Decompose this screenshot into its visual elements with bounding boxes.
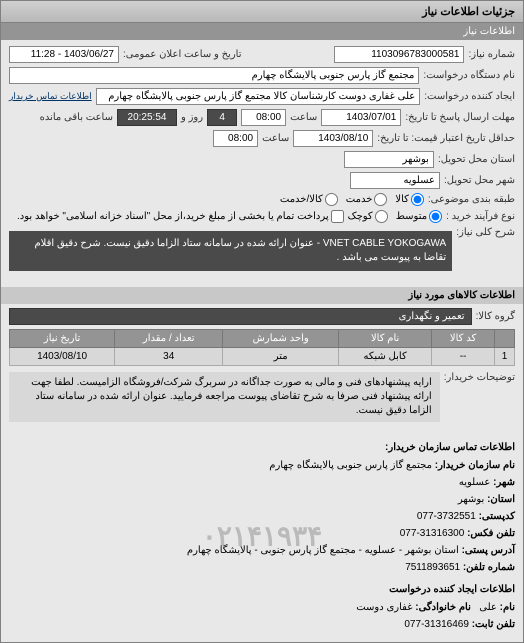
- creator-contact-title: اطلاعات ایجاد کننده درخواست: [9, 582, 515, 598]
- category-label: طبقه بندی موضوعی:: [428, 194, 515, 205]
- contact-fax: تلفن فکس: 31316300-077: [9, 526, 515, 542]
- datetime-label: تاریخ و ساعت اعلان عمومی:: [123, 49, 242, 60]
- org-label: نام دستگاه درخواست:: [423, 70, 515, 81]
- cat-radio-goods[interactable]: کالا: [395, 193, 424, 206]
- category-radios: کالا خدمت کالا/خدمت: [280, 193, 424, 206]
- cell-unit: متر: [223, 348, 339, 366]
- group-label: گروه کالا:: [476, 311, 515, 322]
- col-date: تاریخ نیاز: [10, 330, 115, 348]
- col-code: کد کالا: [432, 330, 495, 348]
- col-idx: [495, 330, 515, 348]
- cat-radio-service[interactable]: خدمت: [346, 193, 388, 206]
- buyer-notes-label: توضیحات خریدار:: [444, 372, 515, 383]
- cell-qty: 34: [115, 348, 223, 366]
- buyer-notes-value: ارایه پیشنهادهای فنی و مالی به صورت جداگ…: [9, 372, 440, 422]
- buytype-label: نوع فرآیند خرید :: [446, 211, 515, 222]
- price-valid-label: حداقل تاریخ اعتبار قیمت: تا تاریخ:: [377, 133, 515, 144]
- goods-table: کد کالا نام کالا واحد شمارش تعداد / مقدا…: [9, 329, 515, 366]
- city-value: عسلویه: [350, 172, 440, 189]
- province-label: استان محل تحویل:: [438, 154, 515, 165]
- buyer-info-link[interactable]: اطلاعات تماس خریدار: [9, 91, 92, 102]
- city-label: شهر محل تحویل:: [444, 175, 515, 186]
- sub-header: اطلاعات نیاز: [1, 23, 523, 40]
- countdown-day-label: روز و: [181, 112, 203, 123]
- buy-radio-medium[interactable]: متوسط: [396, 210, 442, 223]
- col-name: نام کالا: [339, 330, 432, 348]
- price-valid-time-label: ساعت: [262, 133, 289, 144]
- desc-value: VNET CABLE YOKOGAWA - عنوان ارائه شده در…: [9, 231, 452, 271]
- countdown-time: 20:25:54: [117, 109, 177, 126]
- deadline-date: 1403/07/01: [321, 109, 401, 126]
- datetime-value: 1403/06/27 - 11:28: [9, 46, 119, 63]
- countdown-days: 4: [207, 109, 237, 126]
- creator-label: ایجاد کننده درخواست:: [424, 91, 515, 102]
- cell-date: 1403/08/10: [10, 348, 115, 366]
- creator-phone: تلفن ثابت: 31316469-077: [9, 617, 515, 633]
- cell-name: کابل شبکه: [339, 348, 432, 366]
- contact-province: استان: بوشهر: [9, 492, 515, 508]
- cell-code: --: [432, 348, 495, 366]
- contact-org: نام سازمان خریدار: مجتمع گاز پارس جنوبی …: [9, 458, 515, 474]
- form-body: شماره نیاز: 1103096783000581 تاریخ و ساع…: [1, 40, 523, 281]
- cat-radio-both[interactable]: کالا/خدمت: [280, 193, 338, 206]
- col-qty: تعداد / مقدار: [115, 330, 223, 348]
- group-value: تعمیر و نگهداری: [9, 308, 472, 325]
- req-no-label: شماره نیاز:: [468, 49, 515, 60]
- contact-postal: کدپستی: 3732551-077: [9, 509, 515, 525]
- panel-title: جزئیات اطلاعات نیاز: [1, 1, 523, 23]
- contact-phone: شماره تلفن: 7511893651: [9, 560, 515, 576]
- goods-section-title: اطلاعات کالاهای مورد نیاز: [1, 287, 523, 304]
- pay-checkbox[interactable]: پرداخت تمام یا بخشی از مبلغ خرید،از محل …: [17, 210, 344, 223]
- org-value: مجتمع گاز پارس جنوبی پالایشگاه چهارم: [9, 67, 419, 84]
- details-panel: جزئیات اطلاعات نیاز اطلاعات نیاز شماره ن…: [0, 0, 524, 643]
- deadline-label: مهلت ارسال پاسخ تا تاریخ:: [405, 112, 515, 123]
- contact-addr: آدرس پستی: استان بوشهر - عسلویه - مجتمع …: [9, 543, 515, 559]
- cell-idx: 1: [495, 348, 515, 366]
- req-no-value: 1103096783000581: [334, 46, 464, 63]
- buy-radio-small[interactable]: کوچک: [348, 210, 388, 223]
- table-row: 1 -- کابل شبکه متر 34 1403/08/10: [10, 348, 515, 366]
- countdown-suffix: ساعت باقی مانده: [40, 112, 113, 123]
- table-header-row: کد کالا نام کالا واحد شمارش تعداد / مقدا…: [10, 330, 515, 348]
- contact-title: اطلاعات تماس سازمان خریدار:: [9, 440, 515, 456]
- price-valid-date: 1403/08/10: [293, 130, 373, 147]
- contact-section: ۰۲۱۴۱۹۳۴ اطلاعات تماس سازمان خریدار: نام…: [1, 432, 523, 642]
- contact-city: شهر: عسلویه: [9, 475, 515, 491]
- province-value: بوشهر: [344, 151, 434, 168]
- deadline-time-label: ساعت: [290, 112, 317, 123]
- deadline-time: 08:00: [241, 109, 286, 126]
- col-unit: واحد شمارش: [223, 330, 339, 348]
- creator-name: نام: علی نام خانوادگی: غفاری دوست: [9, 600, 515, 616]
- creator-value: علی غفاری دوست کارشناسان کالا مجتمع گاز …: [96, 88, 421, 105]
- buytype-radios: متوسط کوچک: [348, 210, 442, 223]
- desc-label: شرح کلی نیاز:: [456, 227, 515, 238]
- price-valid-time: 08:00: [213, 130, 258, 147]
